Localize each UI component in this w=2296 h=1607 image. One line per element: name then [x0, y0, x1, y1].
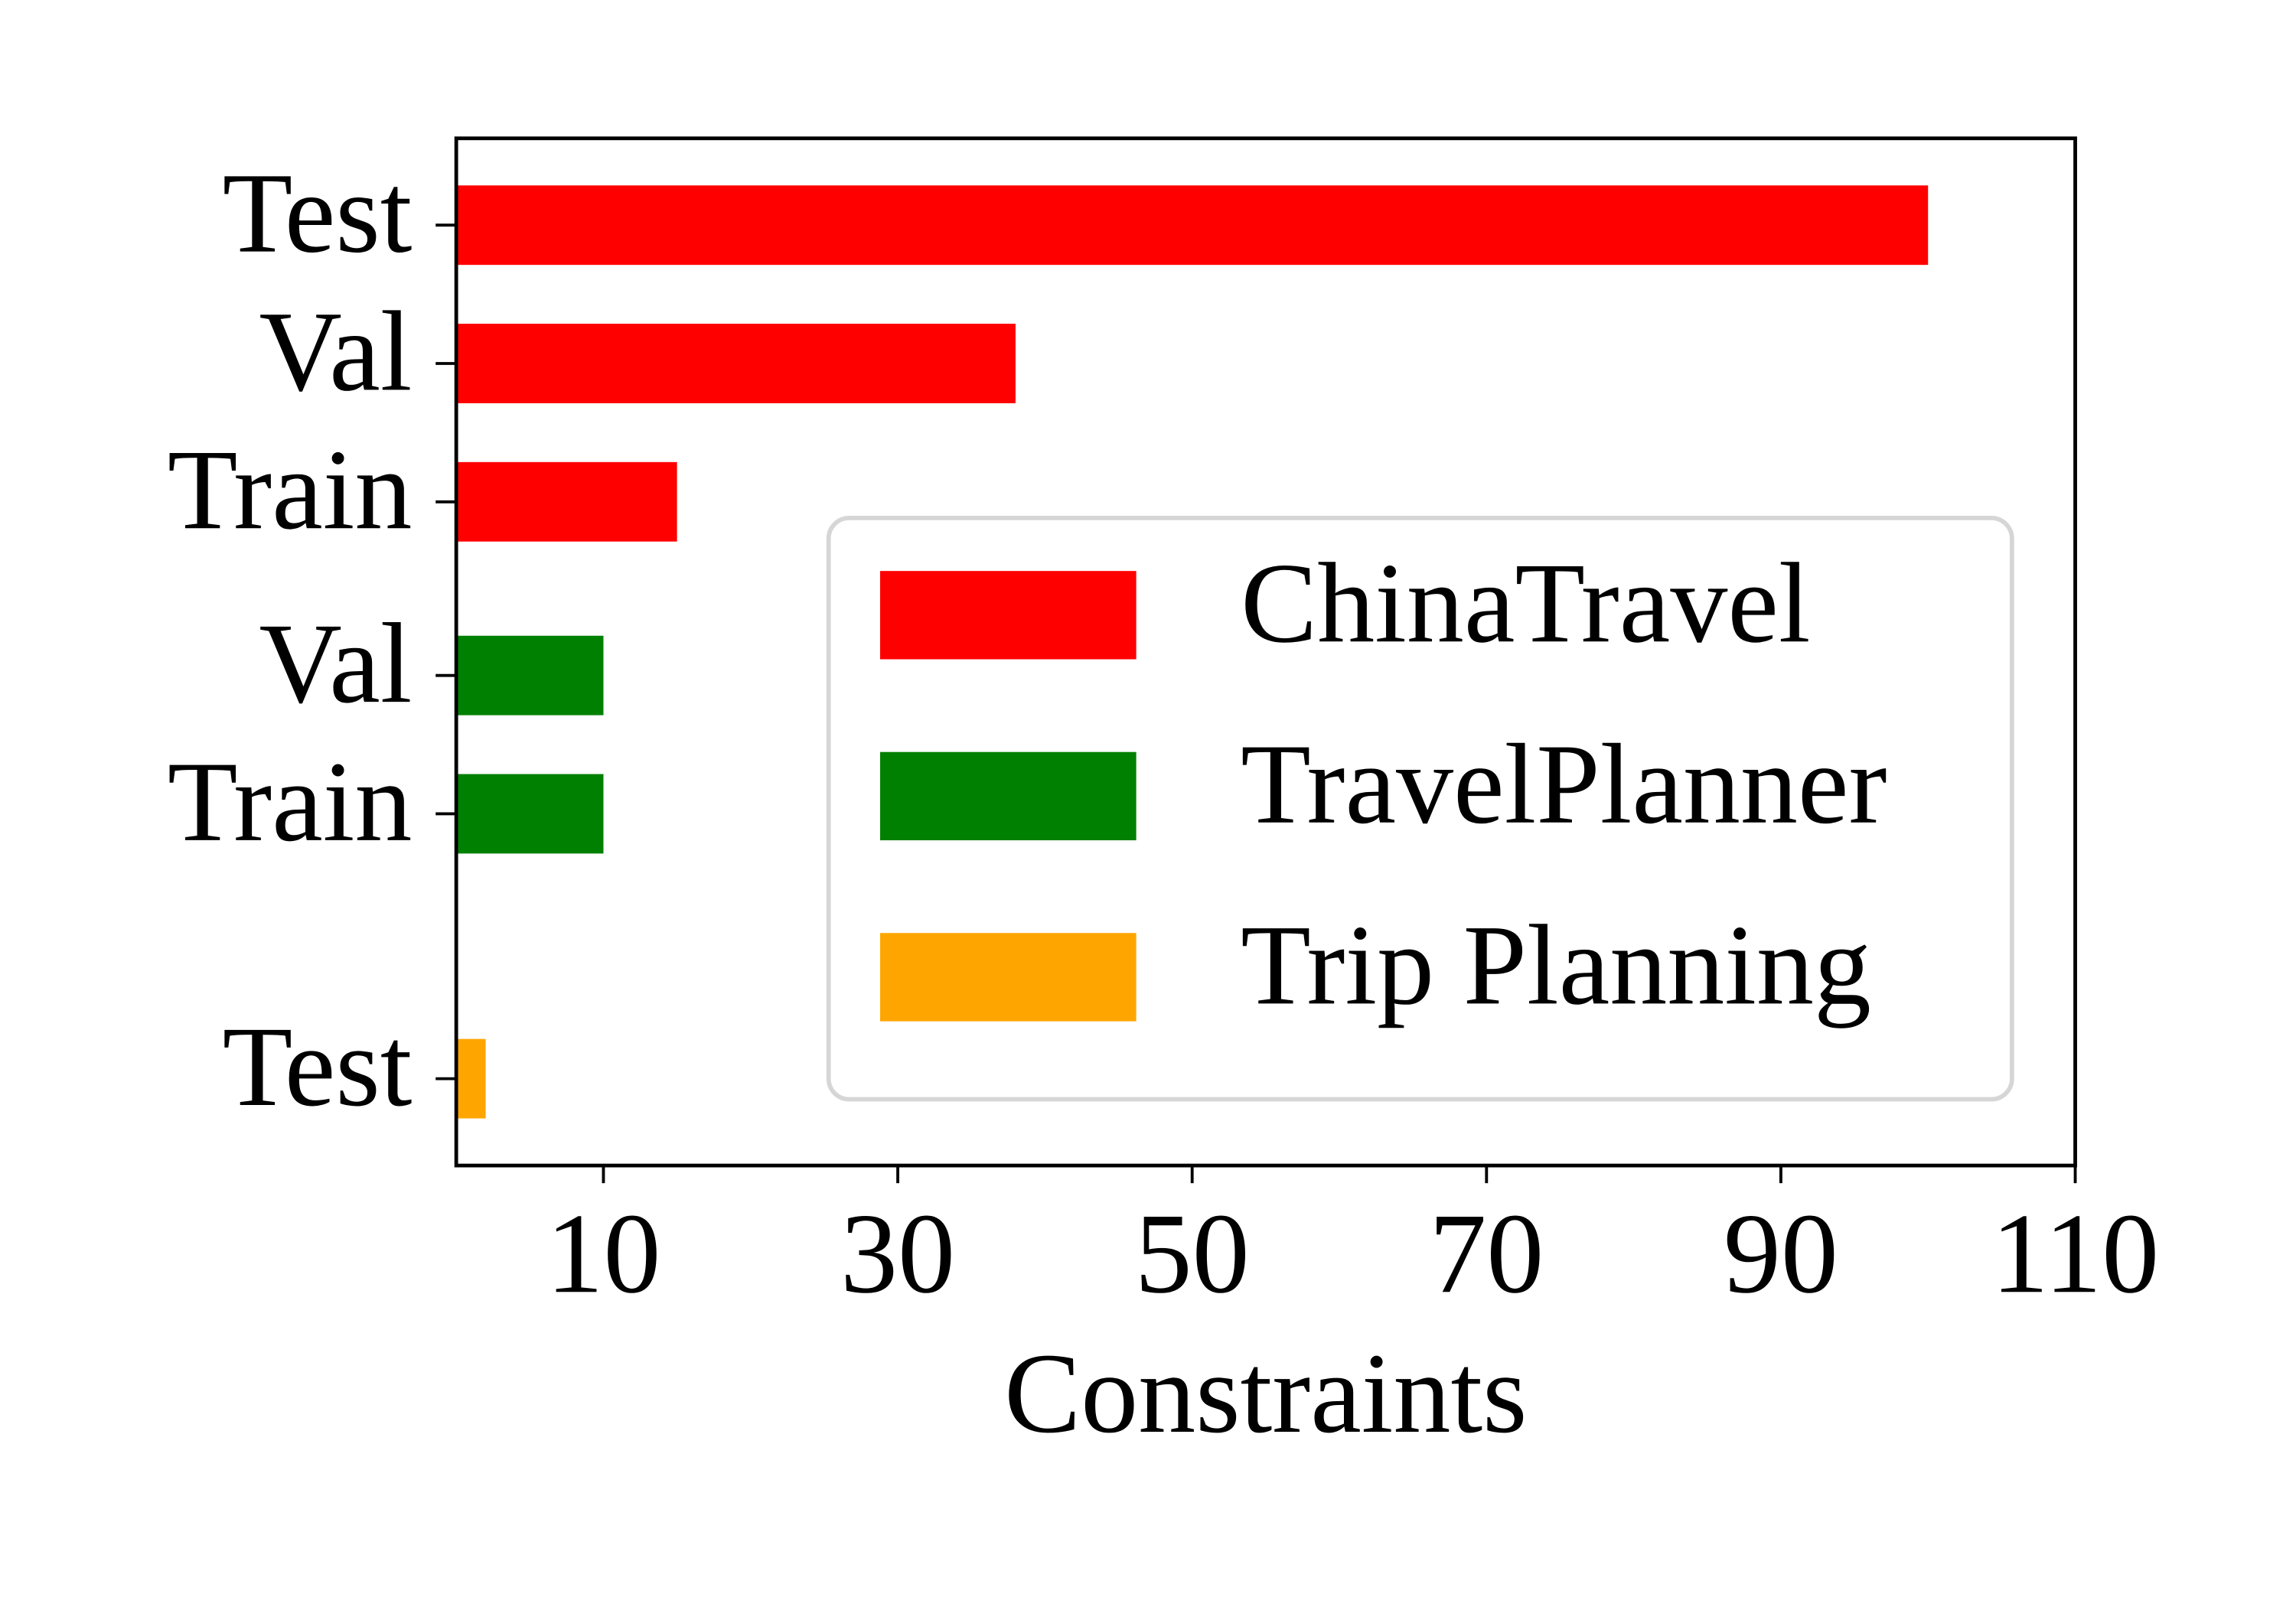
bar: [456, 185, 1929, 266]
x-axis-label: Constraints: [1004, 1330, 1527, 1457]
legend-label: ChinaTravel: [1241, 539, 1810, 667]
y-tick-label: Val: [259, 600, 413, 727]
bar: [456, 461, 677, 542]
bar: [456, 324, 1016, 403]
y-tick-label: Train: [168, 426, 413, 553]
x-tick-label: 50: [1135, 1190, 1250, 1317]
bar: [456, 774, 604, 854]
y-tick-label: Val: [259, 288, 413, 415]
y-tick-label: Test: [223, 150, 413, 277]
x-tick-label: 90: [1724, 1190, 1838, 1317]
x-tick-label: 10: [546, 1190, 660, 1317]
plot-frame: [454, 136, 2077, 1168]
legend-label: TravelPlanner: [1241, 721, 1887, 848]
y-tick-label: Train: [168, 738, 413, 865]
legend-swatch: [880, 751, 1137, 841]
legend-label: Trip Planning: [1241, 901, 1871, 1028]
x-tick-label: 30: [840, 1190, 955, 1317]
bar: [456, 1038, 486, 1119]
x-tick-label: 70: [1429, 1190, 1544, 1317]
legend-swatch: [880, 933, 1137, 1022]
bar: [456, 635, 604, 715]
legend-swatch: [880, 571, 1137, 660]
y-tick-label: Test: [223, 1003, 413, 1130]
x-tick-label: 110: [1991, 1190, 2159, 1317]
